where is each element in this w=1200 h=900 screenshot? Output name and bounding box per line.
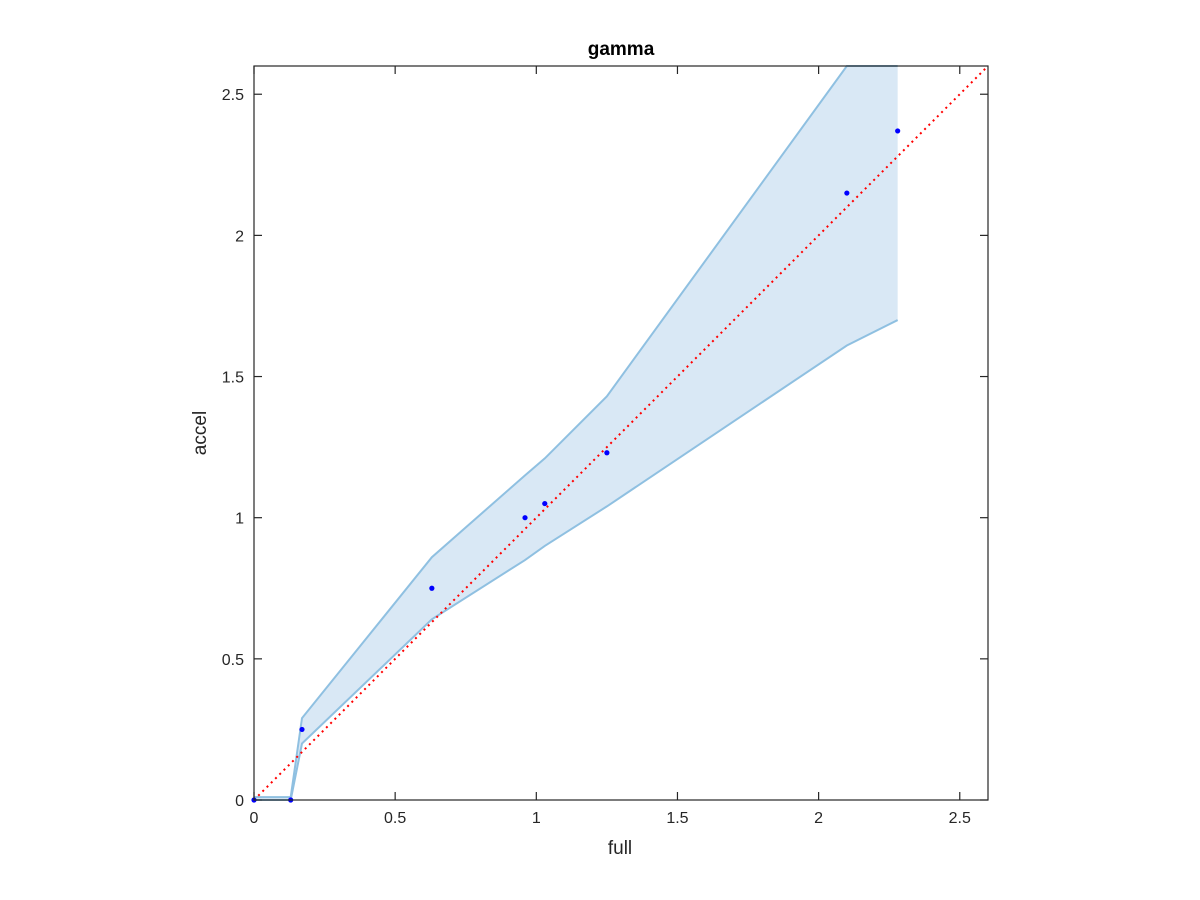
data-point-5 <box>542 500 548 507</box>
data-point-7 <box>844 190 850 196</box>
axes-frame <box>253 65 989 801</box>
x-axis-ticks: 0 0.5 1 1.5 2 2.5 <box>250 66 971 827</box>
x-axis-label: full <box>608 838 632 859</box>
x-tick-label-5: 2.5 <box>949 810 971 827</box>
band-upper-edge <box>254 65 898 799</box>
x-tick-label-4: 2 <box>814 810 823 827</box>
plot-box <box>253 65 989 801</box>
x-tick-label-0: 0 <box>250 810 259 827</box>
data-point-2 <box>299 726 305 733</box>
y-tick-label-0: 0 <box>235 793 244 810</box>
chart-title: gamma <box>588 39 655 60</box>
identity-line <box>253 65 989 801</box>
data-point-8 <box>895 128 901 134</box>
reference-line <box>253 65 989 801</box>
data-point-3 <box>429 585 435 591</box>
y-tick-label-1: 0.5 <box>222 652 244 669</box>
data-points <box>251 128 901 803</box>
x-tick-label-1: 0.5 <box>384 810 406 827</box>
y-tick-label-3: 1.5 <box>222 370 244 387</box>
y-axis-label: accel <box>190 411 211 455</box>
data-point-4 <box>522 515 528 521</box>
x-tick-label-3: 1.5 <box>666 810 688 827</box>
x-tick-label-2: 1 <box>532 810 541 827</box>
y-tick-label-4: 2 <box>235 228 244 245</box>
y-tick-label-5: 2.5 <box>222 87 244 104</box>
data-point-6 <box>604 450 610 456</box>
y-tick-label-2: 1 <box>235 511 244 528</box>
y-axis-ticks: 0 0.5 1 1.5 2 2.5 <box>222 87 988 810</box>
band-fill <box>254 66 898 800</box>
confidence-band <box>254 65 899 801</box>
band-lower-edge <box>254 319 899 801</box>
